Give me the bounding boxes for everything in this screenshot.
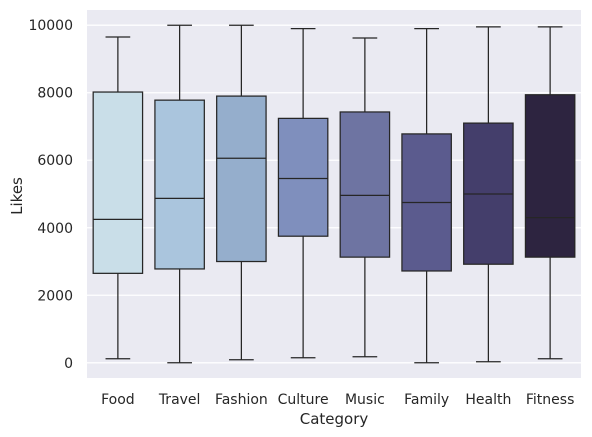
box-iqr [216, 95, 267, 263]
y-tick-label: 8000 [37, 86, 73, 102]
x-tick-label: Food [101, 392, 135, 408]
y-tick-labels: 0 2000 4000 6000 8000 10000 [28, 18, 73, 372]
box-iqr [154, 99, 205, 270]
box-family [401, 27, 452, 364]
box-iqr [92, 91, 144, 274]
box-iqr [277, 117, 329, 237]
y-tick-label: 6000 [37, 153, 73, 169]
x-axis-label: Category [300, 410, 369, 428]
box-fashion [216, 24, 267, 361]
box-music [339, 37, 391, 358]
box-fitness [524, 26, 576, 360]
x-tick-label: Music [345, 392, 385, 408]
box-iqr [339, 111, 391, 258]
box-iqr [524, 94, 576, 258]
y-tick-label: 10000 [28, 18, 73, 34]
y-axis-label: Likes [8, 177, 26, 215]
box-travel [154, 24, 205, 364]
box-culture [277, 27, 329, 359]
x-tick-label: Travel [158, 392, 201, 408]
x-tick-labels: Food Travel Fashion Culture Music Family Healt… [101, 392, 574, 408]
box-health [463, 26, 514, 363]
x-tick-label: Family [404, 392, 449, 408]
y-tick-label: 4000 [37, 221, 73, 237]
x-tick-label: Fashion [215, 392, 268, 408]
box-food [92, 36, 144, 360]
x-tick-label: Fitness [526, 392, 575, 408]
y-tick-label: 0 [64, 356, 73, 372]
x-tick-label: Culture [278, 392, 329, 408]
x-tick-label: Health [465, 392, 511, 408]
y-tick-label: 2000 [37, 288, 73, 304]
boxes-layer [92, 24, 576, 364]
